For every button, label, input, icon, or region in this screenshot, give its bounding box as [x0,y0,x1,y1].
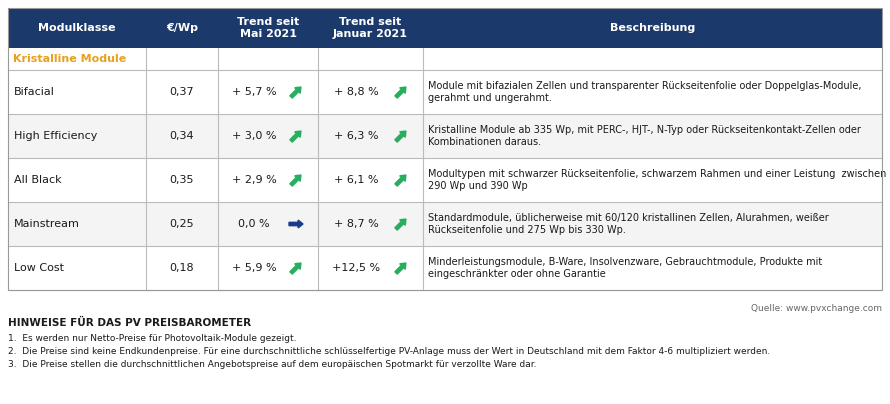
Text: 0,37: 0,37 [170,87,194,97]
Text: + 6,1 %: + 6,1 % [335,175,379,185]
Text: Kristalline Module: Kristalline Module [13,54,126,64]
Text: High Efficiency: High Efficiency [14,131,97,141]
Text: Mainstream: Mainstream [14,219,80,229]
Bar [8,70,882,114]
Text: Low Cost: Low Cost [14,263,64,273]
Polygon shape [395,263,406,274]
Text: Beschreibung: Beschreibung [610,23,695,33]
Text: + 6,3 %: + 6,3 % [335,131,379,141]
Text: 3.  Die Preise stellen die durchschnittlichen Angebotspreise auf dem europäische: 3. Die Preise stellen die durchschnittli… [8,360,537,369]
Text: 0,0 %: 0,0 % [239,219,270,229]
Text: Trend seit
Januar 2021: Trend seit Januar 2021 [333,17,408,39]
Polygon shape [395,175,406,186]
Polygon shape [289,220,303,228]
Text: +12,5 %: +12,5 % [333,263,381,273]
Polygon shape [395,87,406,98]
Polygon shape [395,131,406,142]
Polygon shape [290,175,301,186]
Polygon shape [395,219,406,230]
Bar [8,8,882,290]
Text: + 8,8 %: + 8,8 % [334,87,379,97]
Text: Standardmodule, üblicherweise mit 60/120 kristallinen Zellen, Alurahmen, weißer : Standardmodule, üblicherweise mit 60/120… [428,213,829,235]
Text: 1.  Es werden nur Netto-Preise für Photovoltaik-Module gezeigt.: 1. Es werden nur Netto-Preise für Photov… [8,334,296,343]
Polygon shape [290,263,301,274]
Bar [8,114,882,158]
Bar [8,158,882,202]
Text: 0,35: 0,35 [170,175,194,185]
Text: + 5,9 %: + 5,9 % [231,263,276,273]
Text: Module mit bifazialen Zellen und transparenter Rückseitenfolie oder Doppelglas-M: Module mit bifazialen Zellen und transpa… [428,81,862,103]
Text: €/Wp: €/Wp [166,23,198,33]
Text: 2.  Die Preise sind keine Endkundenpreise. Für eine durchschnittliche schlüsself: 2. Die Preise sind keine Endkundenpreise… [8,347,770,356]
Text: + 3,0 %: + 3,0 % [231,131,276,141]
Text: 0,25: 0,25 [170,219,194,229]
Text: Trend seit
Mai 2021: Trend seit Mai 2021 [237,17,299,39]
Bar [8,202,882,246]
Text: Kristalline Module ab 335 Wp, mit PERC-, HJT-, N-Typ oder Rückseitenkontakt-Zell: Kristalline Module ab 335 Wp, mit PERC-,… [428,125,861,147]
Text: Modultypen mit schwarzer Rückseitenfolie, schwarzem Rahmen und einer Leistung  z: Modultypen mit schwarzer Rückseitenfolie… [428,169,886,191]
Text: 0,34: 0,34 [170,131,194,141]
Text: Minderleistungsmodule, B-Ware, Insolvenzware, Gebrauchtmodule, Produkte mit eing: Minderleistungsmodule, B-Ware, Insolvenz… [428,257,822,279]
Polygon shape [290,87,301,98]
Text: Quelle: www.pvxchange.com: Quelle: www.pvxchange.com [751,304,882,313]
Text: Bifacial: Bifacial [14,87,55,97]
Bar [8,246,882,290]
Text: + 5,7 %: + 5,7 % [231,87,276,97]
Polygon shape [290,131,301,142]
Text: + 8,7 %: + 8,7 % [334,219,379,229]
Text: Modulklasse: Modulklasse [38,23,116,33]
Text: All Black: All Black [14,175,61,185]
Text: 0,18: 0,18 [170,263,194,273]
Text: + 2,9 %: + 2,9 % [231,175,277,185]
Text: HINWEISE FÜR DAS PV PREISBAROMETER: HINWEISE FÜR DAS PV PREISBAROMETER [8,318,251,328]
Bar [8,48,882,70]
Bar [8,8,882,48]
